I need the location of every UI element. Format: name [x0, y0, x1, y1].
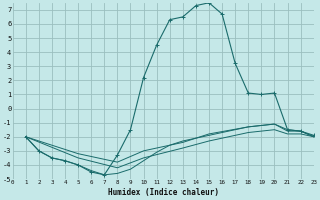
X-axis label: Humidex (Indice chaleur): Humidex (Indice chaleur) — [108, 188, 219, 197]
